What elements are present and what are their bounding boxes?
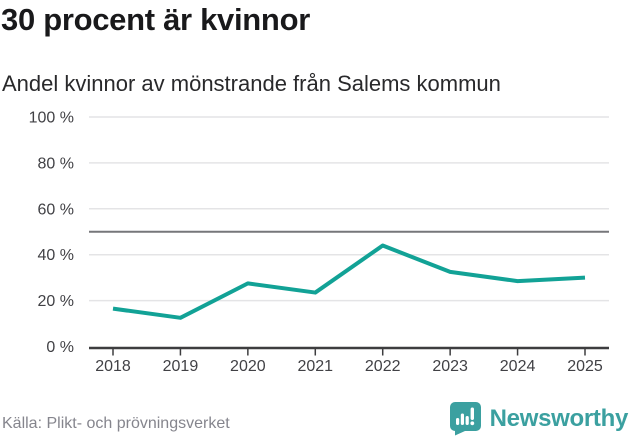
- x-tick-label: 2018: [95, 358, 131, 375]
- x-tick-label: 2019: [163, 358, 199, 375]
- brand-name: Newsworthy: [489, 404, 629, 432]
- x-tick-label: 2022: [365, 358, 401, 375]
- y-tick-label: 80 %: [38, 155, 74, 172]
- bar-3: [465, 416, 469, 425]
- speech-bubble-shape: [449, 402, 481, 436]
- bar-1: [455, 418, 459, 425]
- series-line: [112, 243, 586, 320]
- newsworthy-logo: Newsworthy: [449, 401, 628, 436]
- line-chart: 0 % 20 % 40 % 60 % 80 % 100 % 2018 2019 2020 2021…: [29, 110, 609, 375]
- x-tick-label: 2025: [567, 358, 603, 375]
- bar-2: [460, 413, 464, 425]
- newsworthy-chart-bubble-icon: [449, 402, 481, 436]
- page-title: 30 procent är kvinnor: [1, 2, 310, 37]
- x-tick-label: 2024: [500, 358, 536, 375]
- exclamation-dot: [470, 421, 474, 426]
- source-note: Källa: Plikt- och prövningsverket: [2, 415, 230, 432]
- exclamation-bar: [470, 407, 474, 420]
- y-tick-label: 0 %: [46, 339, 74, 356]
- y-tick-label: 40 %: [38, 247, 74, 264]
- x-tick-label: 2023: [432, 358, 468, 375]
- y-tick-label: 60 %: [38, 201, 74, 218]
- y-tick-label: 100 %: [29, 110, 74, 127]
- x-tick-label: 2021: [297, 358, 333, 375]
- y-tick-label: 20 %: [38, 293, 74, 310]
- x-tick-label: 2020: [230, 358, 266, 375]
- chart-subtitle: Andel kvinnor av mönstrande från Salems …: [2, 71, 501, 96]
